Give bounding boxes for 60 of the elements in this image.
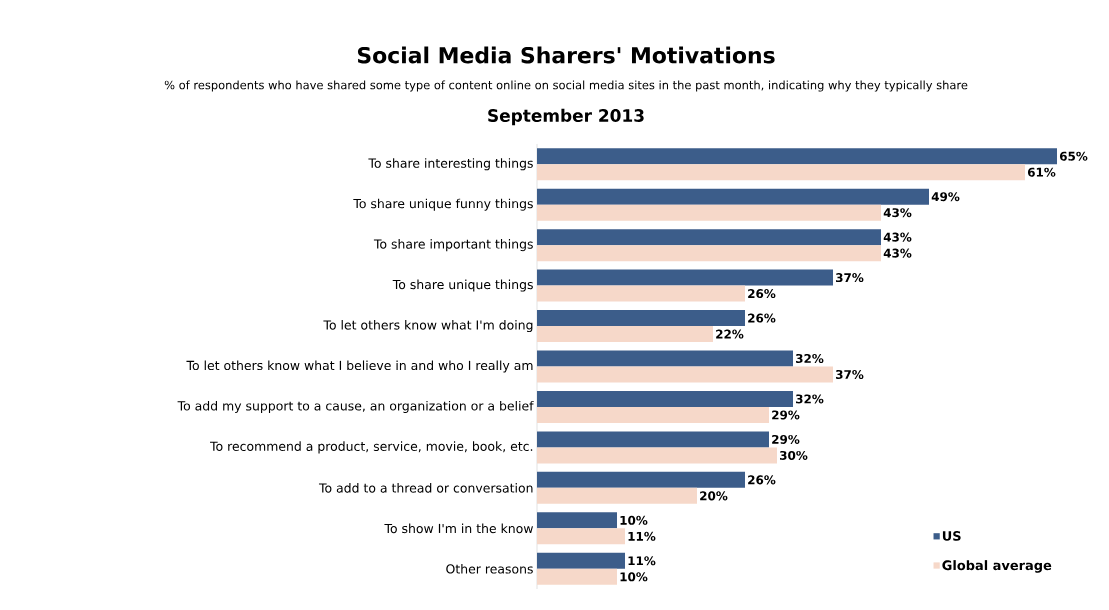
- y-tick-label: Other reasons: [446, 563, 533, 574]
- bar: [537, 245, 881, 262]
- text: September 2013: [488, 108, 644, 126]
- bar: [537, 148, 1057, 165]
- bar: [537, 487, 697, 504]
- y-tick-label: To share important things: [373, 239, 533, 252]
- bar: [537, 447, 777, 464]
- bar: [537, 568, 617, 585]
- data-label: 26%: [748, 313, 776, 323]
- data-label: 65%: [1059, 151, 1088, 161]
- y-tick-label: To let others know what I believe in and who I really am: [186, 360, 533, 373]
- bar: [537, 188, 929, 205]
- y-tick-label: To share unique things: [392, 279, 533, 292]
- data-label: 10%: [620, 515, 648, 525]
- legend-label: US: [942, 531, 961, 541]
- chart-subtitle: % of respondents who have shared some type of content online on social media sites in the past month, indicating why they typically share: [164, 80, 968, 92]
- data-label: 61%: [1027, 167, 1056, 177]
- data-label: 32%: [796, 353, 824, 364]
- bar: [537, 552, 625, 569]
- bar: [537, 366, 833, 383]
- data-label: 10%: [620, 572, 648, 582]
- y-tick-label: To share unique funny things: [353, 198, 533, 211]
- data-label: 29%: [772, 410, 800, 420]
- bar: [537, 326, 713, 343]
- bar: [537, 390, 793, 407]
- bar: [537, 204, 881, 221]
- y-tick-label: To add my support to a cause, an organization or a belief: [177, 400, 534, 413]
- bar: [537, 350, 793, 367]
- bar: [537, 406, 769, 423]
- data-label: 11%: [628, 531, 656, 541]
- bar: [537, 164, 1025, 181]
- bar: [537, 528, 625, 545]
- y-tick-label: To let others know what I'm doing: [323, 320, 533, 333]
- legend-label: Global average: [942, 560, 1052, 573]
- data-label: 29%: [772, 434, 800, 444]
- bar: [537, 229, 881, 246]
- data-label: 37%: [836, 369, 864, 380]
- bar: [537, 310, 745, 327]
- data-label: 32%: [796, 394, 824, 404]
- bar: [537, 512, 617, 529]
- data-label: 30%: [780, 450, 808, 460]
- bar: [537, 269, 833, 286]
- data-label: 43%: [883, 232, 912, 242]
- data-label: 26%: [748, 289, 776, 299]
- data-label: 22%: [716, 329, 744, 339]
- y-tick-label: To add to a thread or conversation: [318, 483, 533, 493]
- data-label: 43%: [883, 208, 912, 218]
- data-label: 20%: [700, 491, 728, 501]
- y-tick-label: To show I'm in the know: [384, 523, 533, 534]
- data-label: 11%: [628, 556, 656, 566]
- bar: [537, 431, 769, 448]
- chart-title: Social Media Sharers' Motivations: [357, 46, 775, 64]
- data-label: 49%: [931, 192, 960, 202]
- y-tick-label: To recommend a product, service, movie, book, etc.: [210, 441, 533, 454]
- data-label: 26%: [748, 475, 776, 485]
- bar: [537, 471, 745, 488]
- bar: [537, 285, 745, 302]
- y-tick-label: To share interesting things: [368, 158, 533, 171]
- data-label: 37%: [836, 273, 864, 283]
- data-label: 43%: [883, 248, 912, 258]
